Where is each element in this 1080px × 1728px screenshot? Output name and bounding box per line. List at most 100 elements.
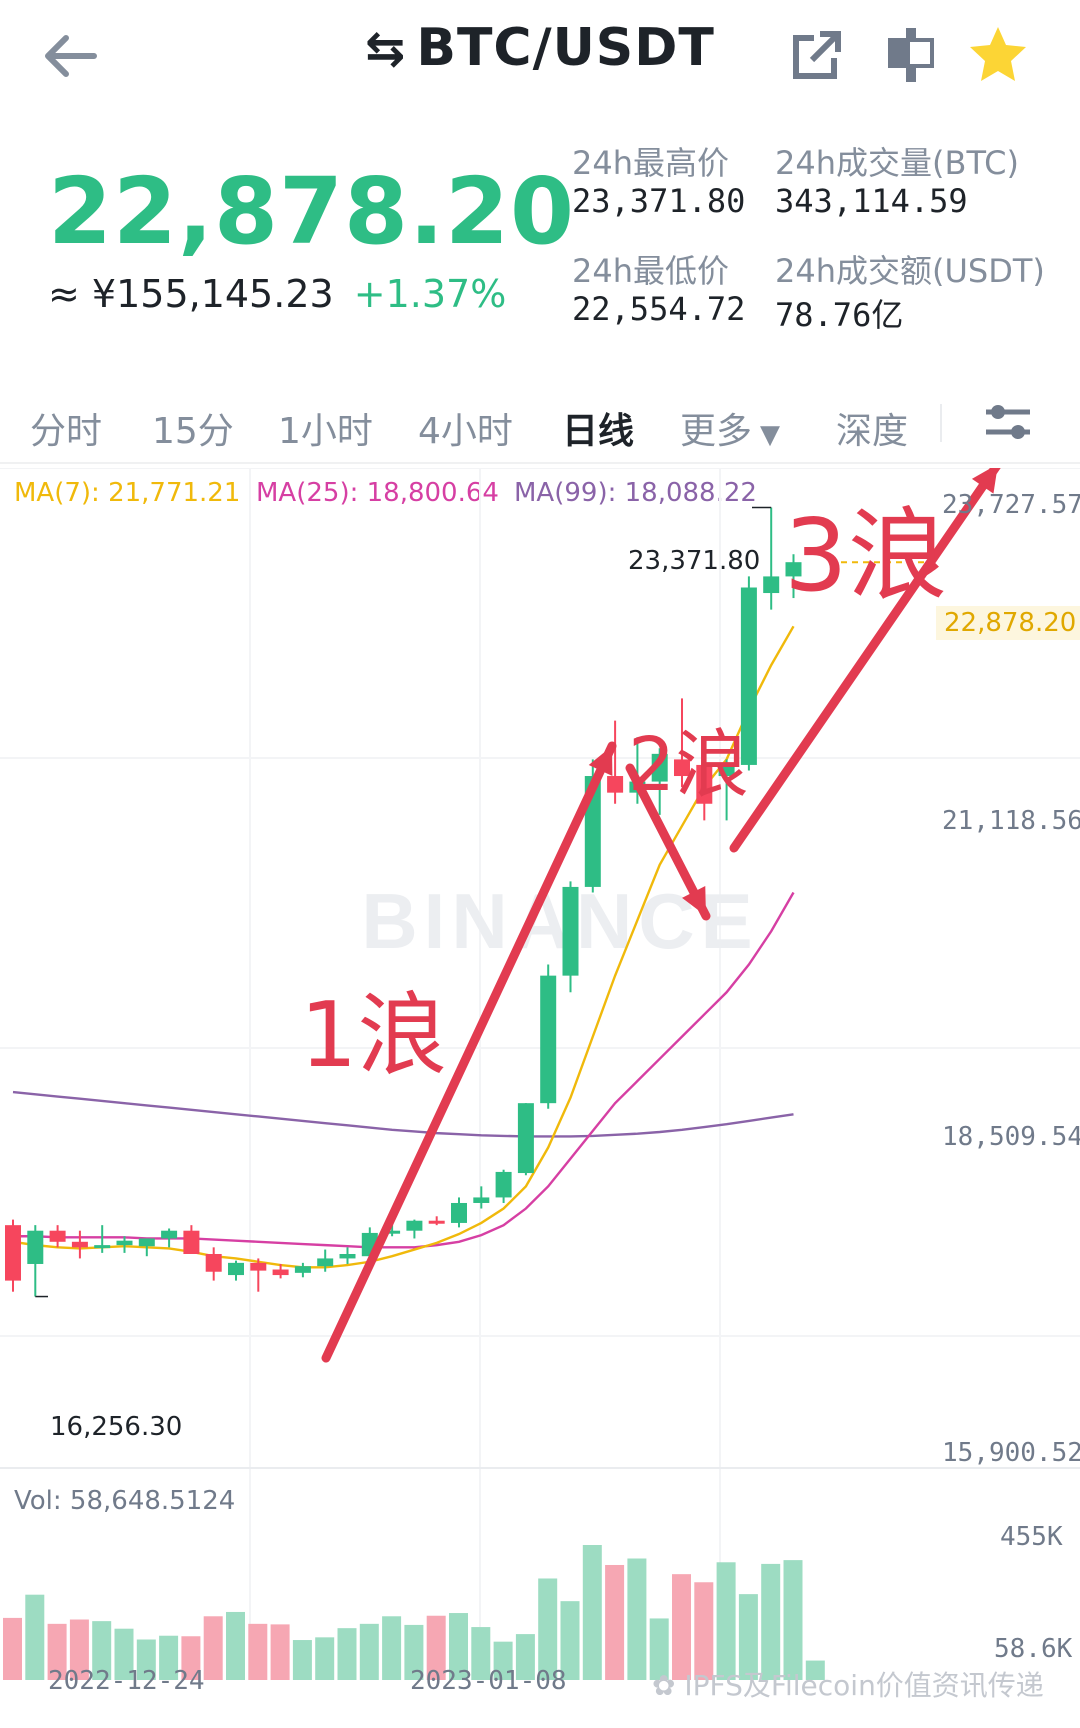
sliders-icon [986, 405, 1030, 439]
star-icon [970, 27, 1026, 81]
candle-body [250, 1262, 267, 1271]
volume-bar [248, 1623, 268, 1680]
volume-bar [694, 1582, 714, 1680]
volume-bar [136, 1639, 156, 1680]
caret-down-icon: ▼ [760, 420, 781, 450]
volume-bar [493, 1641, 513, 1680]
candle-body [785, 562, 802, 577]
volume-bar [426, 1615, 446, 1680]
ma7-line [12, 625, 795, 1269]
ma99-line [12, 1090, 794, 1138]
volume-bar [337, 1628, 357, 1680]
volume-bar [761, 1563, 781, 1680]
wave-3-label: 3浪 [784, 497, 948, 614]
tabs-divider [0, 462, 1080, 464]
tab-more-label: 更多 [680, 411, 753, 452]
tab-more[interactable]: 更多 ▼ [680, 402, 780, 454]
volume-bar [582, 1545, 602, 1680]
ma-lines [12, 625, 795, 1269]
candle-body [740, 587, 757, 765]
tab-4h[interactable]: 4小时 [418, 411, 513, 452]
stat-value-high: 23,371.80 [572, 182, 746, 220]
candle-body [517, 1103, 534, 1174]
kline-chart[interactable]: BINANCE [0, 468, 1080, 1728]
volume-bar [69, 1619, 89, 1680]
volume-bar [181, 1636, 201, 1680]
share-button[interactable] [790, 28, 844, 82]
price-axis-top: 23,727.57 [942, 490, 1080, 520]
candle-body [228, 1262, 244, 1276]
candle-body [607, 776, 624, 793]
volume-bar [649, 1618, 669, 1680]
tab-1h[interactable]: 1小时 [278, 411, 373, 452]
candle-body [718, 764, 735, 777]
stat-label-volume: 24h成交量(BTC) [775, 144, 1019, 182]
volume-bar [560, 1601, 580, 1680]
candle-body [5, 1225, 21, 1281]
pair-title[interactable]: ⇆ BTC/USDT [365, 18, 715, 78]
favorite-button[interactable] [968, 24, 1028, 84]
stat-label-high: 24h最高价 [572, 144, 730, 182]
cny-price: ≈ ¥155,145.23 [48, 272, 334, 316]
candle-body [317, 1258, 334, 1267]
back-button[interactable] [40, 28, 104, 84]
volume-bar [672, 1574, 691, 1680]
footer-watermark: ✿ IPFS及Filecoin价值资讯传递 [652, 1664, 1044, 1704]
wave-3-arrow [729, 468, 1001, 853]
chart-settings-button[interactable] [982, 398, 1034, 446]
candle-body [562, 886, 579, 976]
candle-body [138, 1238, 155, 1247]
volume-bar [449, 1613, 468, 1680]
volume-bar [382, 1616, 402, 1680]
ma99-legend: MA(99): 18,088.22 [514, 478, 757, 508]
candle-body [272, 1269, 289, 1276]
date-label-2: 2023-01-08 [410, 1666, 567, 1696]
stat-label-low: 24h最低价 [572, 252, 730, 290]
candle-body [183, 1230, 200, 1254]
volume-bar [359, 1623, 379, 1680]
wave-2-arrow [625, 763, 711, 921]
volume-bars [3, 1545, 825, 1680]
candle-body [674, 759, 690, 777]
fiat-price: ≈ ¥155,145.23 +1.37% [48, 272, 506, 316]
volume-bar [47, 1623, 67, 1680]
candle-body [763, 576, 780, 594]
volume-bar [515, 1634, 535, 1680]
back-arrow-icon [45, 35, 97, 77]
candle-body [495, 1171, 512, 1198]
volume-bar [114, 1628, 134, 1680]
price-axis-3: 18,509.54 [942, 1122, 1080, 1152]
wave-1-arrow-head [588, 746, 613, 776]
candle-body [94, 1245, 111, 1249]
price-axis-2: 21,118.56 [942, 806, 1080, 836]
candle-body [651, 753, 668, 782]
stat-value-low: 22,554.72 [572, 290, 746, 328]
candle-body [294, 1266, 311, 1273]
tab-depth[interactable]: 深度 [836, 411, 909, 452]
wechat-icon: ✿ [652, 1669, 676, 1702]
volume-bar [404, 1624, 424, 1680]
layout-button[interactable] [884, 26, 938, 84]
volume-bar [3, 1617, 22, 1680]
tab-time-sharing[interactable]: 分时 [30, 411, 103, 452]
volume-bar [805, 1660, 825, 1680]
candle-body [27, 1230, 44, 1264]
volume-bar [738, 1594, 758, 1680]
high-price-label: 23,371.80 [628, 546, 761, 576]
ma25-legend: MA(25): 18,800.64 [256, 478, 499, 508]
tab-15m[interactable]: 15分 [152, 411, 234, 452]
volume-bar [25, 1594, 45, 1680]
candle-body [473, 1197, 490, 1203]
candle-body [116, 1240, 133, 1246]
volume-bar [716, 1562, 736, 1680]
tab-daily[interactable]: 日线 [562, 411, 635, 452]
price-axis-bottom: 15,900.52 [942, 1438, 1080, 1468]
price-change: +1.37% [353, 272, 507, 316]
stat-value-volume: 343,114.59 [775, 182, 968, 220]
candle-body [161, 1230, 178, 1239]
volume-label: Vol: 58,648.5124 [14, 1486, 236, 1516]
candle-body [540, 975, 557, 1104]
volume-bar [783, 1560, 803, 1680]
swap-arrows-icon: ⇆ [365, 21, 407, 77]
volume-bar [605, 1564, 625, 1680]
